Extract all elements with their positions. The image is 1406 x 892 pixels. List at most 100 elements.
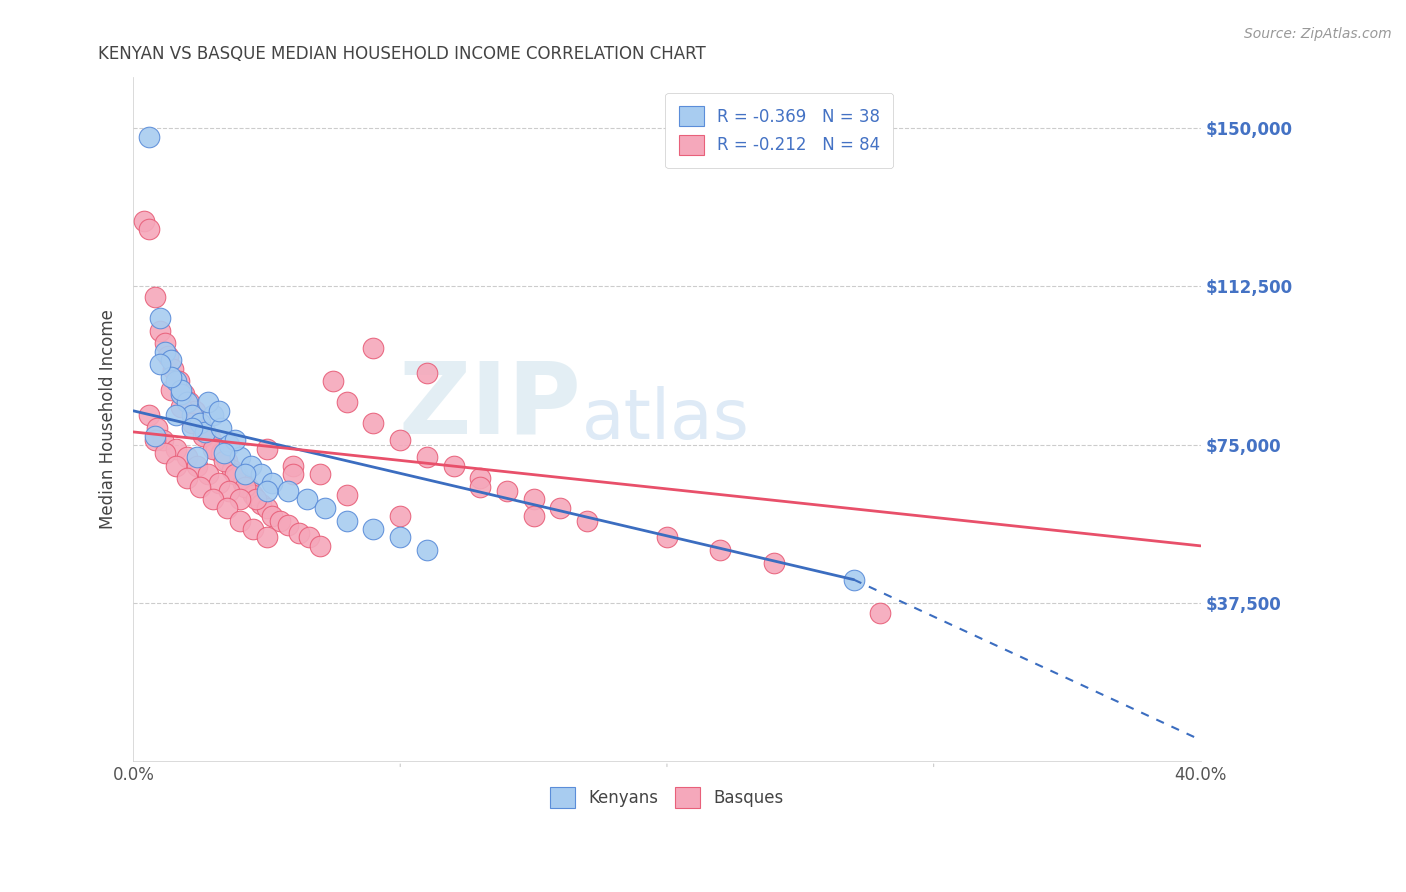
Point [202, 408, 225, 422]
Point [239, 458, 262, 473]
Point [709, 543, 731, 558]
Point [470, 471, 492, 485]
Point [277, 517, 299, 532]
Point [176, 471, 198, 485]
Point [162, 361, 184, 376]
Point [143, 434, 166, 448]
Point [336, 395, 359, 409]
Point [229, 492, 252, 507]
Point [146, 420, 169, 434]
Point [416, 543, 439, 558]
Point [212, 446, 235, 460]
Point [287, 526, 309, 541]
Point [309, 467, 332, 482]
Point [443, 458, 465, 473]
Point [262, 509, 284, 524]
Point [170, 383, 193, 397]
Point [363, 417, 385, 431]
Point [655, 530, 678, 544]
Point [186, 450, 208, 465]
Point [181, 420, 204, 434]
Point [208, 475, 231, 490]
Legend: Kenyans, Basques: Kenyans, Basques [544, 780, 790, 814]
Point [522, 509, 544, 524]
Point [229, 514, 252, 528]
Point [283, 467, 305, 482]
Point [842, 573, 865, 587]
Point [869, 607, 891, 621]
Point [155, 336, 177, 351]
Point [269, 514, 291, 528]
Text: ZIP: ZIP [399, 357, 582, 454]
Point [250, 497, 273, 511]
Point [159, 353, 181, 368]
Point [322, 374, 344, 388]
Point [389, 509, 412, 524]
Point [191, 429, 214, 443]
Point [309, 539, 332, 553]
Point [336, 514, 359, 528]
Point [295, 492, 318, 507]
Point [176, 395, 198, 409]
Point [762, 556, 785, 570]
Point [277, 483, 299, 498]
Point [218, 437, 240, 451]
Point [170, 387, 193, 401]
Point [363, 522, 385, 536]
Point [197, 467, 219, 482]
Point [149, 310, 172, 325]
Point [149, 358, 172, 372]
Point [232, 475, 254, 490]
Point [155, 446, 177, 460]
Point [138, 222, 160, 236]
Point [200, 434, 222, 448]
Point [202, 492, 225, 507]
Point [181, 408, 204, 422]
Point [283, 458, 305, 473]
Point [236, 480, 259, 494]
Point [194, 425, 217, 439]
Point [548, 500, 571, 515]
Point [226, 467, 249, 482]
Point [416, 366, 439, 380]
Point [205, 442, 228, 456]
Point [224, 467, 246, 482]
Point [165, 374, 187, 388]
Point [209, 446, 232, 460]
Point [229, 450, 252, 465]
Point [416, 450, 439, 465]
Point [256, 530, 278, 544]
Point [242, 522, 264, 536]
Point [183, 404, 205, 418]
Point [336, 488, 359, 502]
Point [389, 530, 412, 544]
Point [138, 408, 160, 422]
Point [197, 395, 219, 409]
Point [363, 341, 385, 355]
Text: Source: ZipAtlas.com: Source: ZipAtlas.com [1244, 27, 1392, 41]
Point [256, 483, 278, 498]
Point [155, 344, 177, 359]
Point [202, 442, 225, 456]
Point [262, 475, 284, 490]
Point [235, 480, 257, 494]
Point [188, 417, 211, 431]
Point [470, 480, 492, 494]
Point [159, 383, 181, 397]
Point [181, 417, 204, 431]
Point [224, 434, 246, 448]
Point [167, 374, 190, 388]
Y-axis label: Median Household Income: Median Household Income [100, 310, 117, 529]
Point [522, 492, 544, 507]
Point [209, 420, 232, 434]
Point [138, 129, 160, 144]
Point [575, 514, 598, 528]
Point [143, 429, 166, 443]
Point [245, 492, 267, 507]
Point [159, 370, 181, 384]
Point [256, 500, 278, 515]
Point [314, 500, 336, 515]
Text: KENYAN VS BASQUE MEDIAN HOUSEHOLD INCOME CORRELATION CHART: KENYAN VS BASQUE MEDIAN HOUSEHOLD INCOME… [98, 45, 706, 62]
Point [188, 480, 211, 494]
Text: atlas: atlas [582, 385, 749, 453]
